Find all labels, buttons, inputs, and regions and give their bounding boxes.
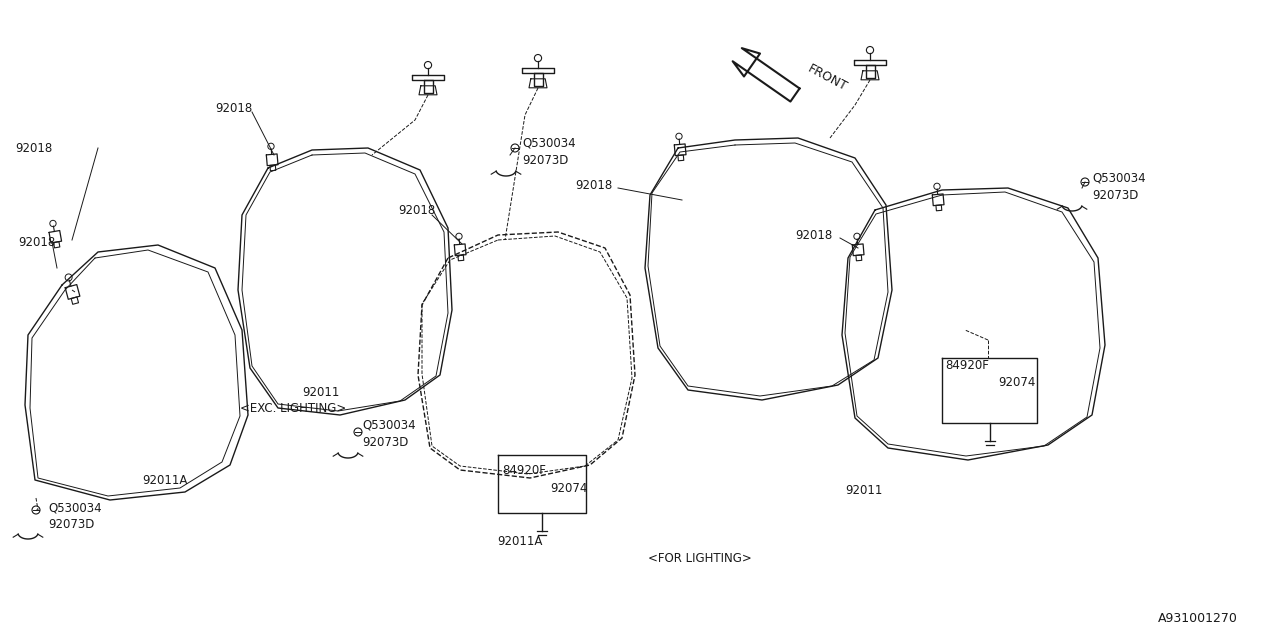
Text: 92073D: 92073D [362,435,408,449]
Text: 92074: 92074 [998,376,1036,388]
Text: Q530034: Q530034 [522,136,576,150]
Text: 92073D: 92073D [522,154,568,166]
Text: A931001270: A931001270 [1158,611,1238,625]
Text: 84920F: 84920F [945,358,989,371]
Text: <FOR LIGHTING>: <FOR LIGHTING> [648,552,751,564]
Text: 92011: 92011 [845,483,882,497]
Text: 92073D: 92073D [49,518,95,531]
Text: Q530034: Q530034 [362,419,416,431]
Text: 92011A: 92011A [142,474,187,486]
Text: Q530034: Q530034 [1092,172,1146,184]
Text: <EXC. LIGHTING>: <EXC. LIGHTING> [241,401,347,415]
Text: 92011A: 92011A [498,535,543,548]
Text: FRONT: FRONT [805,62,849,94]
Text: 92018: 92018 [795,228,832,241]
Text: 92018: 92018 [18,236,55,248]
Text: 92018: 92018 [215,102,252,115]
Text: 92011: 92011 [302,385,339,399]
Text: 92018: 92018 [575,179,612,191]
Text: 92018: 92018 [15,141,52,154]
Text: 92073D: 92073D [1092,189,1138,202]
Text: 92074: 92074 [550,481,588,495]
Text: 84920F: 84920F [502,463,545,477]
Text: 92018: 92018 [398,204,435,216]
Text: Q530034: Q530034 [49,502,101,515]
